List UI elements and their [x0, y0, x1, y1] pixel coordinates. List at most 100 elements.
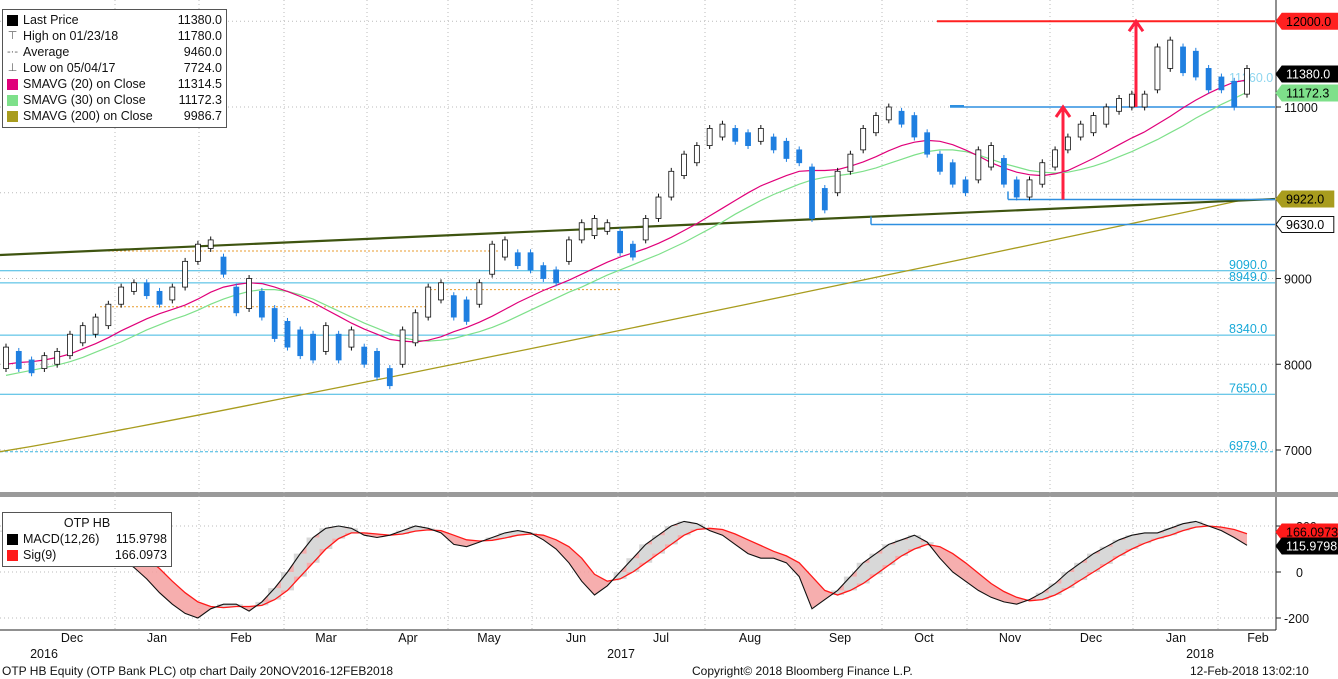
- candle: [54, 350, 61, 365]
- legend-row-low: ⊥ Low on 05/04/17 7724.0: [7, 60, 222, 76]
- candle: [271, 308, 278, 339]
- footer-timestamp: 12-Feb-2018 13:02:10: [1190, 664, 1309, 678]
- candle: [834, 170, 841, 194]
- candle: [1064, 136, 1071, 151]
- x-year-label: 2018: [1186, 647, 1214, 661]
- candle: [821, 188, 828, 211]
- candle: [540, 265, 547, 279]
- x-year-label: 2017: [607, 647, 635, 661]
- legend-value: 115.9798: [115, 532, 167, 546]
- candle: [566, 239, 572, 262]
- candle: [924, 132, 931, 155]
- candle: [92, 316, 99, 335]
- legend-label: High on 01/23/18: [23, 29, 119, 43]
- legend-swatch: [7, 94, 18, 106]
- legend-swatch: [7, 14, 18, 26]
- legend-swatch: [7, 110, 18, 122]
- macd-y-tick-label: -200: [1284, 612, 1309, 626]
- candle: [182, 260, 189, 288]
- price-tag-label: 9922.0: [1286, 193, 1324, 207]
- candle: [412, 312, 419, 344]
- macd-panel-title: OTP HB: [63, 516, 111, 530]
- candle: [1154, 46, 1161, 91]
- candle: [450, 295, 457, 318]
- y-tick-label: 7000: [1284, 444, 1312, 458]
- candle: [655, 196, 662, 219]
- price-tag: [1275, 190, 1335, 208]
- candle: [310, 333, 316, 361]
- candle: [681, 153, 687, 177]
- candle: [783, 140, 790, 159]
- candle: [693, 145, 700, 164]
- candle: [1180, 46, 1186, 74]
- legend-value: 9986.7: [183, 109, 222, 123]
- macd-legend: OTP HB MACD(12,26) 115.9798 Sig(9) 166.0…: [2, 512, 172, 567]
- legend-label: Last Price: [23, 13, 79, 27]
- x-month-label: Feb: [1247, 631, 1269, 645]
- candle: [207, 239, 214, 249]
- candle: [1192, 50, 1199, 78]
- high-marker-icon: ⊤: [7, 30, 18, 42]
- candle: [502, 239, 508, 258]
- macd-tag: [1275, 537, 1338, 555]
- x-month-label: Jul: [653, 631, 669, 645]
- candle: [975, 149, 982, 181]
- legend-label: Average: [23, 45, 70, 59]
- legend-swatch: [7, 78, 18, 90]
- legend-swatch: [7, 533, 18, 545]
- level-label: 7650.0: [1229, 381, 1267, 395]
- legend-label: SMAVG (20) on Close: [23, 77, 146, 91]
- candle: [156, 290, 163, 305]
- legend-row-macd: MACD(12,26) 115.9798: [7, 531, 167, 547]
- legend-label: Sig(9): [23, 548, 57, 562]
- target-arrow-2-head: [1127, 18, 1145, 33]
- candle: [578, 222, 585, 241]
- candle: [1167, 39, 1174, 69]
- x-year-label: 2016: [30, 647, 58, 661]
- candle: [1103, 106, 1110, 125]
- candle: [335, 333, 342, 361]
- legend-label: MACD(12,26): [23, 532, 100, 546]
- candle: [988, 145, 995, 168]
- candle: [745, 132, 751, 146]
- candle: [949, 162, 956, 185]
- price-tag: [1275, 65, 1338, 83]
- price-tag-label: 12000.0: [1286, 15, 1331, 29]
- macd-tag-label: 166.0973: [1286, 526, 1338, 540]
- macd-line: [6, 520, 1248, 619]
- x-month-label: Jan: [147, 631, 167, 645]
- signal-line: [5, 525, 1248, 609]
- candle: [1039, 162, 1046, 185]
- candle: [527, 252, 534, 271]
- candle: [15, 350, 22, 369]
- legend-row-sma30: SMAVG (30) on Close 11172.3: [7, 92, 222, 108]
- legend-value: 9460.0: [183, 45, 222, 59]
- candle: [348, 329, 355, 348]
- candle: [195, 243, 201, 262]
- candle: [1116, 98, 1122, 112]
- legend-row-sma20: SMAVG (20) on Close 11314.5: [7, 76, 222, 92]
- footer-copyright: Copyright© 2018 Bloomberg Finance L.P.: [692, 664, 913, 678]
- candle: [1077, 123, 1084, 138]
- candle: [757, 128, 764, 142]
- level-label: 8949.0: [1229, 270, 1267, 284]
- x-month-label: Sep: [829, 631, 851, 645]
- candle: [258, 290, 265, 318]
- legend-row-sma200: SMAVG (200) on Close 9986.7: [7, 108, 222, 124]
- low-marker-icon: ⊥: [7, 62, 18, 74]
- candle: [476, 282, 483, 305]
- candle: [3, 346, 9, 369]
- x-month-label: Oct: [914, 631, 934, 645]
- x-month-label: Mar: [315, 631, 337, 645]
- candle: [937, 153, 943, 172]
- x-month-label: Aug: [739, 631, 761, 645]
- box-corner: [950, 105, 964, 107]
- candle: [732, 128, 739, 142]
- legend-value: 166.0973: [114, 548, 167, 562]
- candle: [41, 355, 48, 369]
- level-label: 8340.0: [1229, 322, 1267, 336]
- candle: [668, 170, 675, 198]
- candle: [1013, 179, 1020, 198]
- level-label: 6979.0: [1229, 439, 1267, 453]
- candle: [220, 256, 227, 275]
